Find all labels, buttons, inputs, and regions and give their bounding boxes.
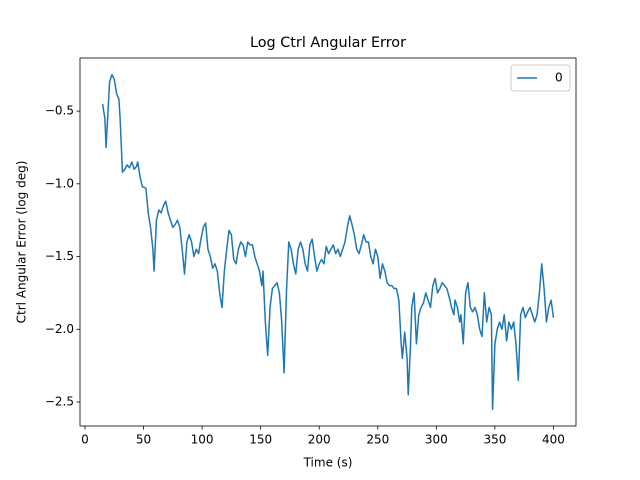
x-tick-label: 250	[366, 433, 389, 447]
x-tick-label: 400	[542, 433, 565, 447]
y-tick-label: −2.5	[45, 395, 74, 409]
x-axis-label: Time (s)	[303, 456, 353, 470]
chart-title: Log Ctrl Angular Error	[250, 35, 406, 51]
axes-frame	[79, 57, 577, 427]
y-axis-label: Ctrl Angular Error (log deg)	[15, 161, 29, 324]
y-tick-label: −0.5	[45, 104, 74, 118]
x-tick-label: 100	[191, 433, 214, 447]
y-tick-label: −1.0	[45, 176, 74, 190]
x-tick-label: 150	[249, 433, 272, 447]
x-tick-label: 0	[81, 433, 89, 447]
legend-box	[510, 64, 571, 92]
y-tick-label: −2.0	[45, 322, 74, 336]
legend-label: 0	[555, 71, 563, 85]
x-tick-label: 50	[136, 433, 151, 447]
y-tick-label: −1.5	[45, 249, 74, 263]
line	[101, 73, 555, 411]
x-tick-label: 200	[308, 433, 331, 447]
x-tick-label: 300	[425, 433, 448, 447]
x-tick-label: 350	[483, 433, 506, 447]
